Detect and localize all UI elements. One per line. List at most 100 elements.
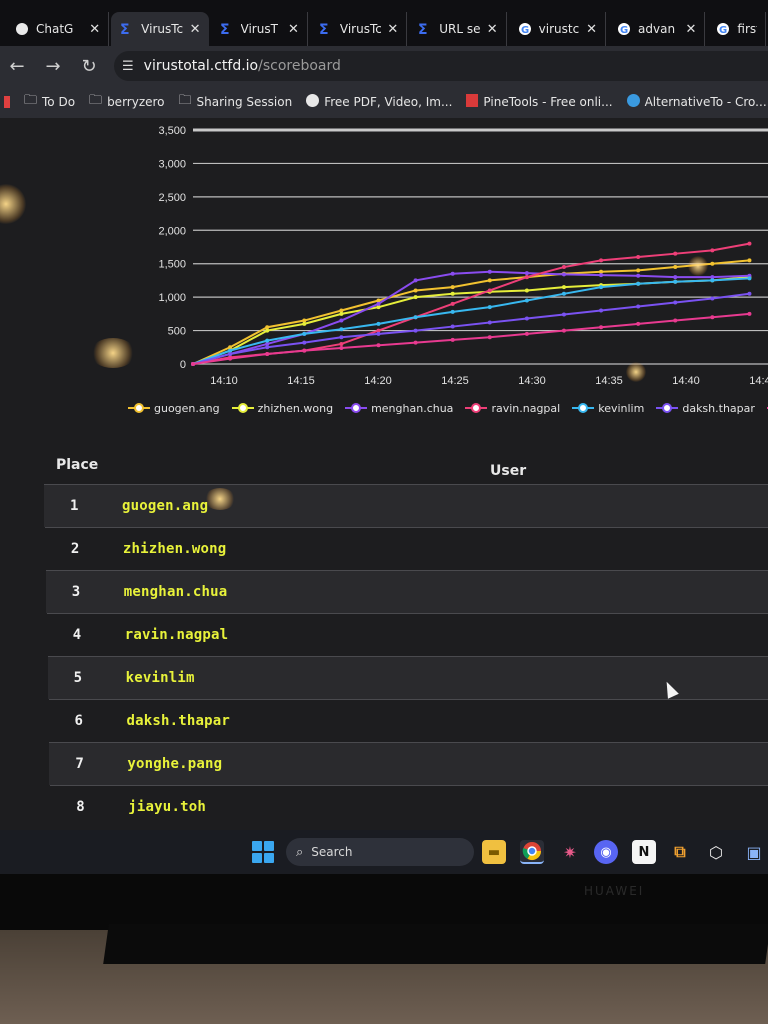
- user-link[interactable]: yonghe.pang: [127, 756, 223, 772]
- data-point: [450, 271, 455, 276]
- tab-close-icon[interactable]: ✕: [486, 21, 498, 37]
- data-point: [339, 318, 344, 323]
- tab-close-icon[interactable]: ✕: [287, 21, 299, 37]
- bookmark-item[interactable]: AlternativeTo - Cro...: [626, 94, 767, 110]
- tab-close-icon[interactable]: ✕: [586, 21, 598, 37]
- data-point: [339, 345, 344, 350]
- legend-item[interactable]: zhizhen.wong: [231, 398, 333, 418]
- site-settings-icon[interactable]: ☰: [122, 58, 134, 74]
- data-point: [524, 298, 529, 303]
- app-window-icon[interactable]: ⧉: [674, 842, 686, 861]
- tab-close-icon[interactable]: ✕: [89, 21, 101, 37]
- y-tick-label: 3,500: [158, 125, 186, 137]
- data-point: [599, 258, 604, 263]
- data-point: [265, 328, 270, 333]
- tab-label: URL se: [439, 22, 481, 36]
- legend-swatch-icon: [572, 403, 595, 413]
- data-point: [599, 273, 604, 278]
- app-cube-icon[interactable]: ⬡: [709, 842, 723, 862]
- legend-item[interactable]: kevinlim: [572, 398, 644, 418]
- legend-item[interactable]: yo: [766, 398, 768, 418]
- bookmark-red-icon[interactable]: [4, 96, 10, 108]
- y-tick-label: 1,500: [158, 259, 186, 271]
- bookmark-label: To Do: [42, 95, 76, 109]
- data-point: [376, 343, 381, 348]
- tab-close-icon[interactable]: ✕: [685, 21, 697, 37]
- svg-text:G: G: [521, 25, 529, 36]
- chrome-icon[interactable]: [520, 840, 544, 864]
- legend-item[interactable]: guogen.ang: [128, 398, 220, 418]
- data-point: [376, 305, 381, 310]
- data-point: [710, 261, 715, 266]
- data-point: [228, 351, 233, 356]
- data-point: [487, 269, 492, 274]
- bookmark-item[interactable]: Free PDF, Video, Im...: [306, 94, 452, 110]
- table-row[interactable]: 4 ravin.nagpal: [46, 613, 768, 656]
- app-spark-icon[interactable]: ✷: [563, 842, 577, 862]
- tab[interactable]: Σ URL se ✕: [409, 12, 507, 46]
- address-bar[interactable]: ☰ virustotal.ctfd.io/scoreboard: [114, 51, 768, 81]
- alternativeto-icon: [626, 94, 640, 110]
- user-link[interactable]: jiayu.toh: [128, 799, 206, 815]
- legend-swatch-icon: [231, 403, 254, 413]
- table-row[interactable]: 5 kevinlim: [47, 656, 768, 699]
- tab[interactable]: Gfirst s: [707, 12, 767, 46]
- windows-start-icon[interactable]: [252, 841, 274, 863]
- y-tick-label: 1,000: [158, 292, 186, 304]
- taskbar-search[interactable]: ⌕ Search: [286, 838, 474, 866]
- data-point: [450, 309, 455, 314]
- data-point: [487, 320, 492, 325]
- reload-icon[interactable]: ↻: [81, 55, 97, 77]
- back-arrow-icon[interactable]: ←: [9, 55, 25, 77]
- data-point: [413, 288, 418, 293]
- data-point: [376, 301, 381, 306]
- data-point: [636, 255, 641, 260]
- user-link[interactable]: kevinlim: [125, 670, 195, 686]
- user-link[interactable]: ravin.nagpal: [124, 627, 229, 643]
- data-point: [450, 291, 455, 296]
- legend-item[interactable]: menghan.chua: [345, 398, 453, 418]
- data-point: [673, 251, 678, 256]
- notion-icon[interactable]: N: [632, 840, 656, 864]
- bookmark-label: Sharing Session: [196, 95, 293, 109]
- legend-item[interactable]: daksh.thapar: [656, 398, 755, 418]
- legend-label: menghan.chua: [371, 401, 454, 415]
- svg-text:Σ: Σ: [220, 22, 230, 36]
- tab-close-icon[interactable]: ✕: [189, 21, 201, 37]
- scoreboard-table: 1 guogen.ang 2 zhizhen.wong 3 menghan.chua 4 ra…: [44, 484, 768, 828]
- data-point: [561, 328, 566, 333]
- tab[interactable]: Σ VirusT ✕: [211, 12, 308, 46]
- tab[interactable]: ChatG ✕: [6, 12, 110, 46]
- table-row[interactable]: 2 zhizhen.wong: [44, 527, 768, 570]
- tab-close-icon[interactable]: ✕: [387, 21, 399, 37]
- bookmark-item[interactable]: 🗀 Sharing Session: [179, 91, 293, 113]
- data-point: [413, 278, 418, 283]
- discord-icon[interactable]: ◉: [594, 840, 618, 864]
- user-link[interactable]: zhizhen.wong: [122, 541, 227, 557]
- bookmark-item[interactable]: 🗀 To Do: [24, 91, 75, 113]
- user-link[interactable]: menghan.chua: [123, 584, 228, 600]
- table-row[interactable]: 6 daksh.thapar: [48, 699, 768, 742]
- data-point: [228, 348, 233, 353]
- table-row[interactable]: 7 yonghe.pang: [49, 742, 768, 785]
- tab[interactable]: Σ VirusTc ✕: [111, 12, 209, 46]
- svg-text:Σ: Σ: [319, 22, 329, 36]
- data-point: [710, 278, 715, 283]
- bookmark-item[interactable]: PineTools - Free onli...: [466, 94, 613, 110]
- virustotal-icon: Σ: [119, 21, 135, 37]
- legend-item[interactable]: ravin.nagpal: [465, 398, 560, 418]
- table-row[interactable]: 8 jiayu.toh: [50, 785, 768, 828]
- file-explorer-icon[interactable]: ▬: [482, 840, 506, 864]
- table-row[interactable]: 1 guogen.ang: [44, 484, 768, 527]
- virustotal-icon: Σ: [417, 21, 433, 37]
- app-photos-icon[interactable]: ▣: [746, 842, 762, 862]
- user-link[interactable]: guogen.ang: [122, 498, 209, 514]
- table-row[interactable]: 3 menghan.chua: [45, 570, 768, 613]
- tab[interactable]: Σ VirusTc ✕: [310, 12, 408, 46]
- user-link[interactable]: daksh.thapar: [126, 713, 231, 729]
- bookmark-item[interactable]: 🗀 berryzero: [89, 91, 164, 113]
- forward-arrow-icon[interactable]: →: [45, 55, 61, 77]
- data-point: [413, 295, 418, 300]
